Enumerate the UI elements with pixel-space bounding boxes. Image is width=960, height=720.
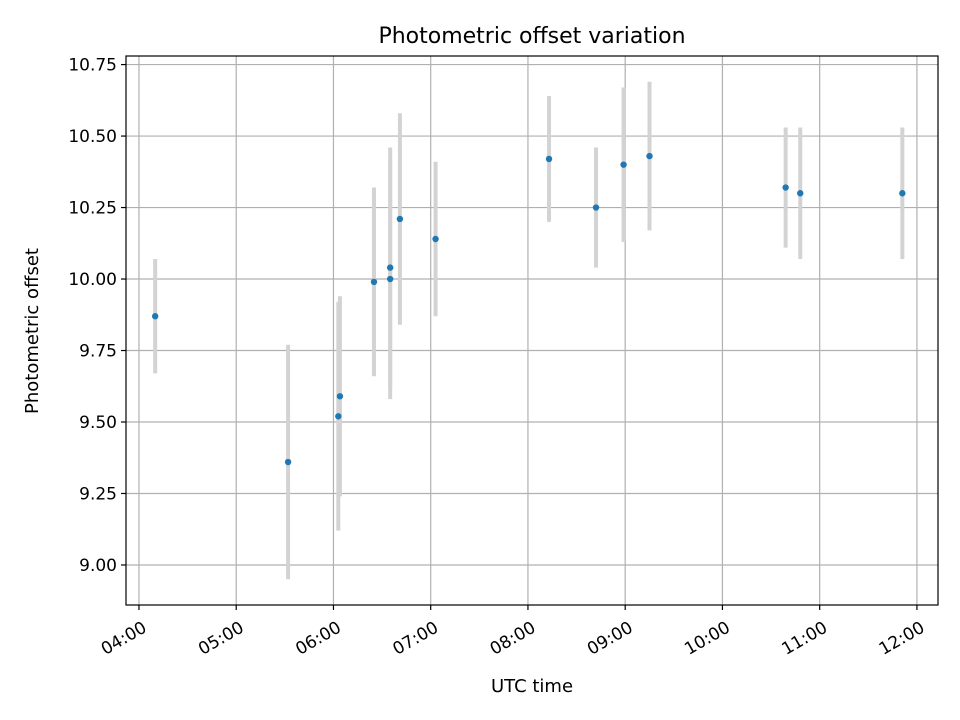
- y-tick-label: 10.00: [68, 270, 117, 290]
- x-axis-label: UTC time: [491, 676, 573, 697]
- y-tick-label: 10.50: [68, 127, 117, 147]
- plot-area: [126, 56, 938, 605]
- data-point: [620, 161, 627, 168]
- data-point: [899, 190, 906, 197]
- data-point: [284, 458, 292, 466]
- data-point: [151, 313, 159, 320]
- y-axis: 9.00 9.25 9.50 9.75 10.00 10.25 10.50 10.75: [68, 56, 126, 576]
- data-point: [336, 393, 344, 400]
- data-point: [370, 278, 378, 286]
- data-point: [592, 204, 600, 211]
- plot-frame: [125, 55, 939, 606]
- data-point: [545, 155, 553, 163]
- y-tick-label: 9.75: [79, 342, 117, 362]
- data-point: [386, 264, 394, 271]
- y-tick-label: 9.25: [79, 484, 117, 504]
- data-points: [151, 152, 906, 466]
- data-point: [797, 190, 804, 197]
- grid: [126, 56, 938, 605]
- y-tick-label: 10.25: [68, 199, 117, 219]
- y-tick-label: 9.50: [79, 413, 117, 433]
- data-point: [646, 152, 653, 160]
- y-axis-label: Photometric offset: [22, 248, 43, 414]
- y-tick-label: 9.00: [79, 556, 117, 576]
- data-point: [782, 184, 789, 191]
- data-point: [335, 413, 342, 420]
- data-point: [396, 215, 404, 223]
- chart-title: Photometric offset variation: [378, 24, 685, 49]
- data-point: [386, 275, 394, 283]
- data-point: [432, 235, 439, 243]
- y-tick-label: 10.75: [68, 56, 117, 76]
